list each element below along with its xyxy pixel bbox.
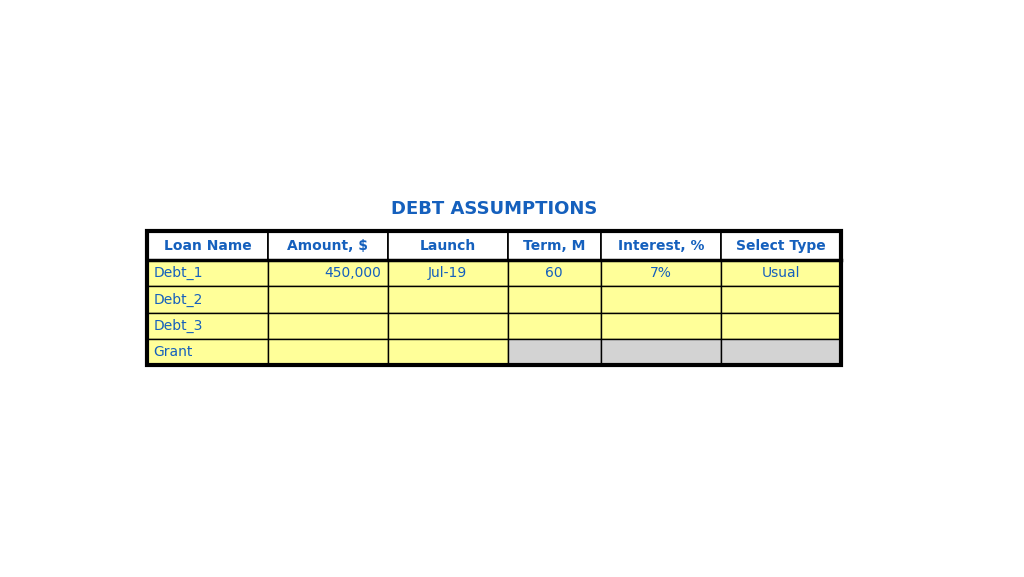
Text: DEBT ASSUMPTIONS: DEBT ASSUMPTIONS bbox=[391, 200, 597, 218]
Text: Interest, %: Interest, % bbox=[617, 238, 705, 253]
Bar bbox=[508, 313, 601, 339]
Bar bbox=[388, 339, 508, 365]
Bar bbox=[147, 260, 267, 286]
Bar bbox=[601, 231, 721, 260]
Text: 60: 60 bbox=[546, 267, 563, 280]
Text: Loan Name: Loan Name bbox=[164, 238, 251, 253]
Text: Term, M: Term, M bbox=[523, 238, 586, 253]
Bar bbox=[508, 286, 601, 313]
Bar bbox=[721, 339, 841, 365]
Bar bbox=[267, 260, 388, 286]
Bar bbox=[147, 231, 841, 365]
Bar bbox=[721, 313, 841, 339]
Text: Debt_1: Debt_1 bbox=[154, 266, 203, 280]
Bar bbox=[721, 286, 841, 313]
Bar bbox=[388, 231, 508, 260]
Text: Grant: Grant bbox=[154, 345, 193, 359]
Text: Jul-19: Jul-19 bbox=[428, 267, 467, 280]
Bar bbox=[147, 231, 267, 260]
Bar bbox=[601, 260, 721, 286]
Bar bbox=[601, 286, 721, 313]
Bar bbox=[601, 339, 721, 365]
Bar bbox=[267, 313, 388, 339]
Text: Launch: Launch bbox=[420, 238, 476, 253]
Bar bbox=[508, 339, 601, 365]
Text: Usual: Usual bbox=[762, 267, 800, 280]
Text: Debt_3: Debt_3 bbox=[154, 319, 203, 333]
Bar bbox=[147, 313, 267, 339]
Bar bbox=[388, 286, 508, 313]
Text: Debt_2: Debt_2 bbox=[154, 293, 203, 306]
Bar bbox=[721, 231, 841, 260]
Bar bbox=[147, 286, 267, 313]
Text: Amount, $: Amount, $ bbox=[287, 238, 368, 253]
Bar bbox=[508, 260, 601, 286]
Text: 450,000: 450,000 bbox=[325, 267, 381, 280]
Text: Select Type: Select Type bbox=[736, 238, 825, 253]
Bar bbox=[147, 339, 267, 365]
Bar bbox=[267, 339, 388, 365]
Bar bbox=[267, 231, 388, 260]
Bar bbox=[267, 286, 388, 313]
Text: 7%: 7% bbox=[650, 267, 672, 280]
Bar bbox=[388, 260, 508, 286]
Bar bbox=[721, 260, 841, 286]
Bar bbox=[601, 313, 721, 339]
Bar bbox=[388, 313, 508, 339]
Bar bbox=[508, 231, 601, 260]
